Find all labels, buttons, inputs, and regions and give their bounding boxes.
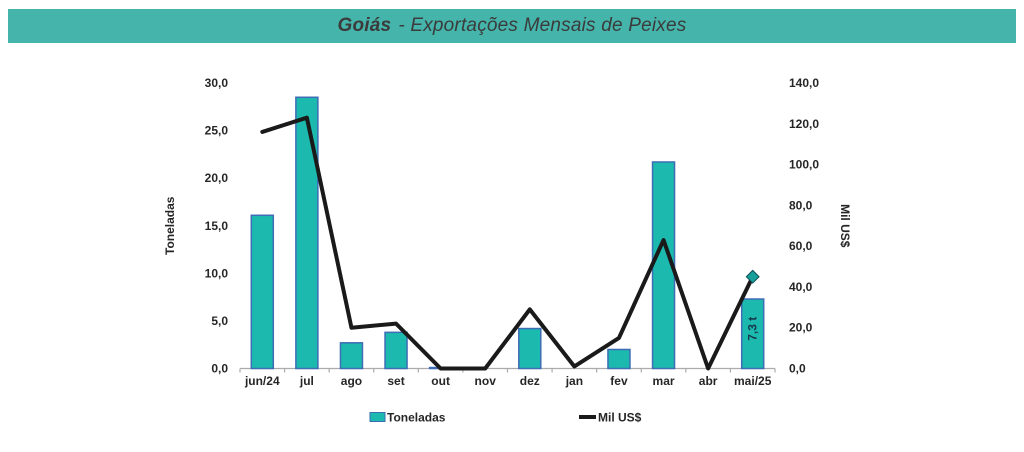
page-title-state: Goiás <box>337 15 392 36</box>
legend-toneladas-label: Toneladas <box>387 411 446 425</box>
left-axis-tick-label: 25,0 <box>205 124 229 138</box>
right-axis-tick-label: 120,0 <box>789 117 819 131</box>
x-axis-label: mai/25 <box>734 374 772 388</box>
left-axis-tick-label: 20,0 <box>205 171 229 185</box>
bar-toneladas <box>295 96 319 370</box>
right-axis-tick-label: 80,0 <box>789 198 813 212</box>
x-axis-label: ago <box>341 374 362 388</box>
x-axis-label: nov <box>475 374 497 388</box>
right-axis-tick-label: 20,0 <box>789 321 813 335</box>
x-axis-label: jun/24 <box>244 374 280 388</box>
right-axis-tick-label: 40,0 <box>789 280 813 294</box>
bar-toneladas <box>607 348 631 370</box>
page-title: - Exportações Mensais de Peixes <box>398 15 687 36</box>
bar-toneladas <box>250 214 275 370</box>
right-axis-tick-label: 0,0 <box>789 362 806 376</box>
x-axis-label: set <box>387 374 404 388</box>
left-axis-tick-label: 0,0 <box>211 362 228 376</box>
bar-toneladas <box>740 298 765 370</box>
left-axis-tick-label: 15,0 <box>205 219 229 233</box>
x-axis-label: jan <box>565 374 583 388</box>
x-axis-label: out <box>431 374 450 388</box>
right-axis-tick-label: 60,0 <box>789 239 813 253</box>
bar-value-label: 7,3 t <box>746 317 760 341</box>
left-axis-tick-label: 10,0 <box>205 266 229 280</box>
bar-toneladas <box>518 327 542 370</box>
x-axis-label: jul <box>299 374 314 388</box>
left-axis-title: Toneladas <box>163 196 177 255</box>
x-axis-label: fev <box>610 374 628 388</box>
right-axis-title: Mil US$ <box>838 204 852 248</box>
left-axis-tick-label: 5,0 <box>211 314 228 328</box>
right-axis-tick-label: 140,0 <box>789 76 819 90</box>
x-axis-label: dez <box>520 374 540 388</box>
left-axis-tick-label: 30,0 <box>205 76 229 90</box>
x-axis-label: abr <box>699 374 718 388</box>
legend-toneladas-swatch <box>369 412 386 422</box>
bar-toneladas <box>384 331 408 370</box>
right-axis-tick-label: 100,0 <box>789 158 819 172</box>
bar-toneladas <box>339 342 364 370</box>
chart-title-bar: Goiás - Exportações Mensais de Peixes <box>8 9 1016 43</box>
line-end-diamond-marker <box>745 269 760 284</box>
legend-mil-uss-label: Mil US$ <box>598 411 642 425</box>
x-axis-label: mar <box>653 374 675 388</box>
line-mil-uss <box>260 115 755 371</box>
